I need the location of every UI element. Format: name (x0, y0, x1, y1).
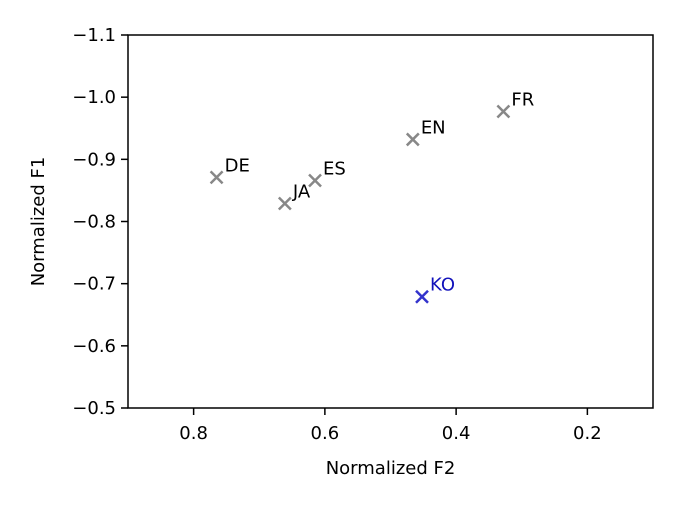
y-tick-label: −0.5 (72, 398, 116, 419)
axis-ticks: 0.8 0.6 0.4 0.2 −1.1 −1.0 −0.9 −0.8 −0.7 −0.6 −0.5 (72, 25, 601, 444)
x-tick-label: 0.4 (442, 423, 471, 444)
point-label: JA (292, 181, 311, 202)
x-tick-label: 0.2 (573, 423, 602, 444)
data-point-ko: KO (415, 275, 455, 304)
point-label: EN (421, 117, 446, 138)
y-tick-label: −0.8 (72, 212, 116, 233)
y-tick-label: −0.6 (72, 336, 116, 357)
point-label: FR (511, 89, 534, 110)
y-tick-label: −1.1 (72, 25, 116, 46)
plot-frame (127, 34, 654, 409)
point-label: KO (430, 275, 455, 296)
data-point-fr: FR (496, 89, 534, 119)
x-tick-label: 0.8 (179, 423, 208, 444)
x-tick-label: 0.6 (311, 423, 340, 444)
point-label: DE (225, 155, 250, 176)
point-label: ES (323, 158, 346, 179)
y-tick-label: −0.7 (72, 274, 116, 295)
x-axis-label: Normalized F2 (326, 458, 456, 479)
x-marker (496, 104, 511, 119)
x-marker (405, 132, 420, 147)
y-tick-label: −0.9 (72, 149, 116, 170)
x-marker (277, 196, 292, 211)
y-axis-label: Normalized F1 (28, 157, 49, 287)
x-marker (209, 170, 224, 185)
y-tick-label: −1.0 (72, 87, 116, 108)
data-point-ja: JA (277, 181, 311, 211)
x-marker (308, 173, 322, 188)
data-points: DE JA ES EN FR KO (209, 89, 534, 304)
data-point-en: EN (405, 117, 446, 147)
x-marker (415, 289, 429, 304)
data-point-de: DE (209, 155, 250, 185)
data-point-es: ES (308, 158, 346, 188)
